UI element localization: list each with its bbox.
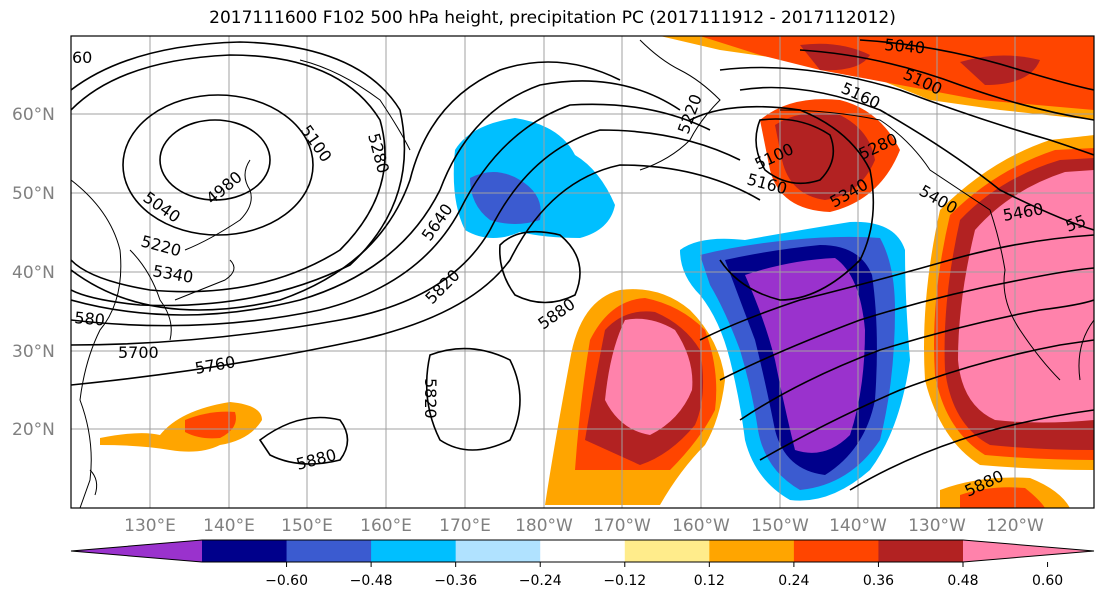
colorbar-tick-label: 0.48	[947, 573, 978, 589]
colorbar-tick-label: −0.12	[603, 573, 646, 589]
colorbar: −0.60 −0.48 −0.36 −0.24 −0.12 0.12 0.24 0.36 0.4…	[70, 539, 1095, 589]
colorbar-segment	[540, 540, 626, 562]
lon-label: 160°E	[360, 516, 412, 536]
colorbar-segment	[286, 540, 372, 562]
contour-label: 5040	[884, 35, 926, 57]
colorbar-segments	[70, 539, 1095, 563]
lat-label: 30°N	[12, 342, 55, 362]
lat-label: 20°N	[12, 420, 55, 440]
colorbar-tick-label: 0.12	[694, 573, 725, 589]
lon-label: 120°W	[986, 516, 1044, 536]
graticule	[71, 36, 1094, 508]
colorbar-segment	[709, 540, 795, 562]
height-contours	[71, 39, 1094, 491]
colorbar-segment	[878, 540, 964, 562]
precip-shading	[100, 36, 1094, 508]
lon-label: 130°W	[908, 516, 966, 536]
lon-label: 150°E	[281, 516, 333, 536]
lon-label: 140°W	[829, 516, 887, 536]
colorbar-segment	[455, 540, 541, 562]
colorbar-tick-label: −0.24	[519, 573, 562, 589]
lon-label: 170°E	[439, 516, 491, 536]
lat-label: 40°N	[12, 263, 55, 283]
colorbar-segment	[793, 540, 879, 562]
longitude-labels: 130°E 140°E 150°E 160°E 170°E 180°W 170°…	[124, 516, 1044, 536]
colorbar-tick-label: −0.36	[434, 573, 477, 589]
colorbar-segment	[202, 540, 288, 562]
colorbar-tick-label: 0.36	[863, 573, 894, 589]
lon-label: 170°W	[593, 516, 651, 536]
lon-label: 160°W	[672, 516, 730, 536]
colorbar-outline	[70, 539, 1095, 563]
contour-label: 5820	[421, 378, 440, 419]
lat-label: 50°N	[12, 184, 55, 204]
map-plot-area: 60 5100 5280 4980 5040 5220 5340 580 570…	[71, 35, 1094, 508]
lon-label: 130°E	[124, 516, 176, 536]
coastlines	[71, 39, 1094, 508]
colorbar-extension-high	[963, 540, 1094, 562]
colorbar-ticks: −0.60 −0.48 −0.36 −0.24 −0.12 0.12 0.24 0.36 0.4…	[265, 562, 1063, 589]
colorbar-segment	[371, 540, 457, 562]
colorbar-tick-label: 0.24	[778, 573, 809, 589]
latitude-labels: 60°N 50°N 40°N 30°N 20°N	[12, 105, 55, 440]
colorbar-extension-low	[71, 540, 202, 562]
contour-label: 580	[74, 308, 106, 330]
contour-label: 5700	[118, 343, 159, 362]
colorbar-tick-label: −0.48	[350, 573, 393, 589]
contour-label: 60	[72, 48, 92, 67]
map-frame	[70, 35, 1095, 509]
lon-label: 180°W	[515, 516, 573, 536]
map-title: 2017111600 F102 500 hPa height, precipit…	[209, 8, 896, 28]
lat-label: 60°N	[12, 105, 55, 125]
colorbar-tick-label: 0.60	[1032, 573, 1063, 589]
colorbar-tick-label: −0.60	[265, 573, 308, 589]
lon-label: 150°W	[751, 516, 809, 536]
colorbar-segment	[624, 540, 710, 562]
lon-label: 140°E	[203, 516, 255, 536]
